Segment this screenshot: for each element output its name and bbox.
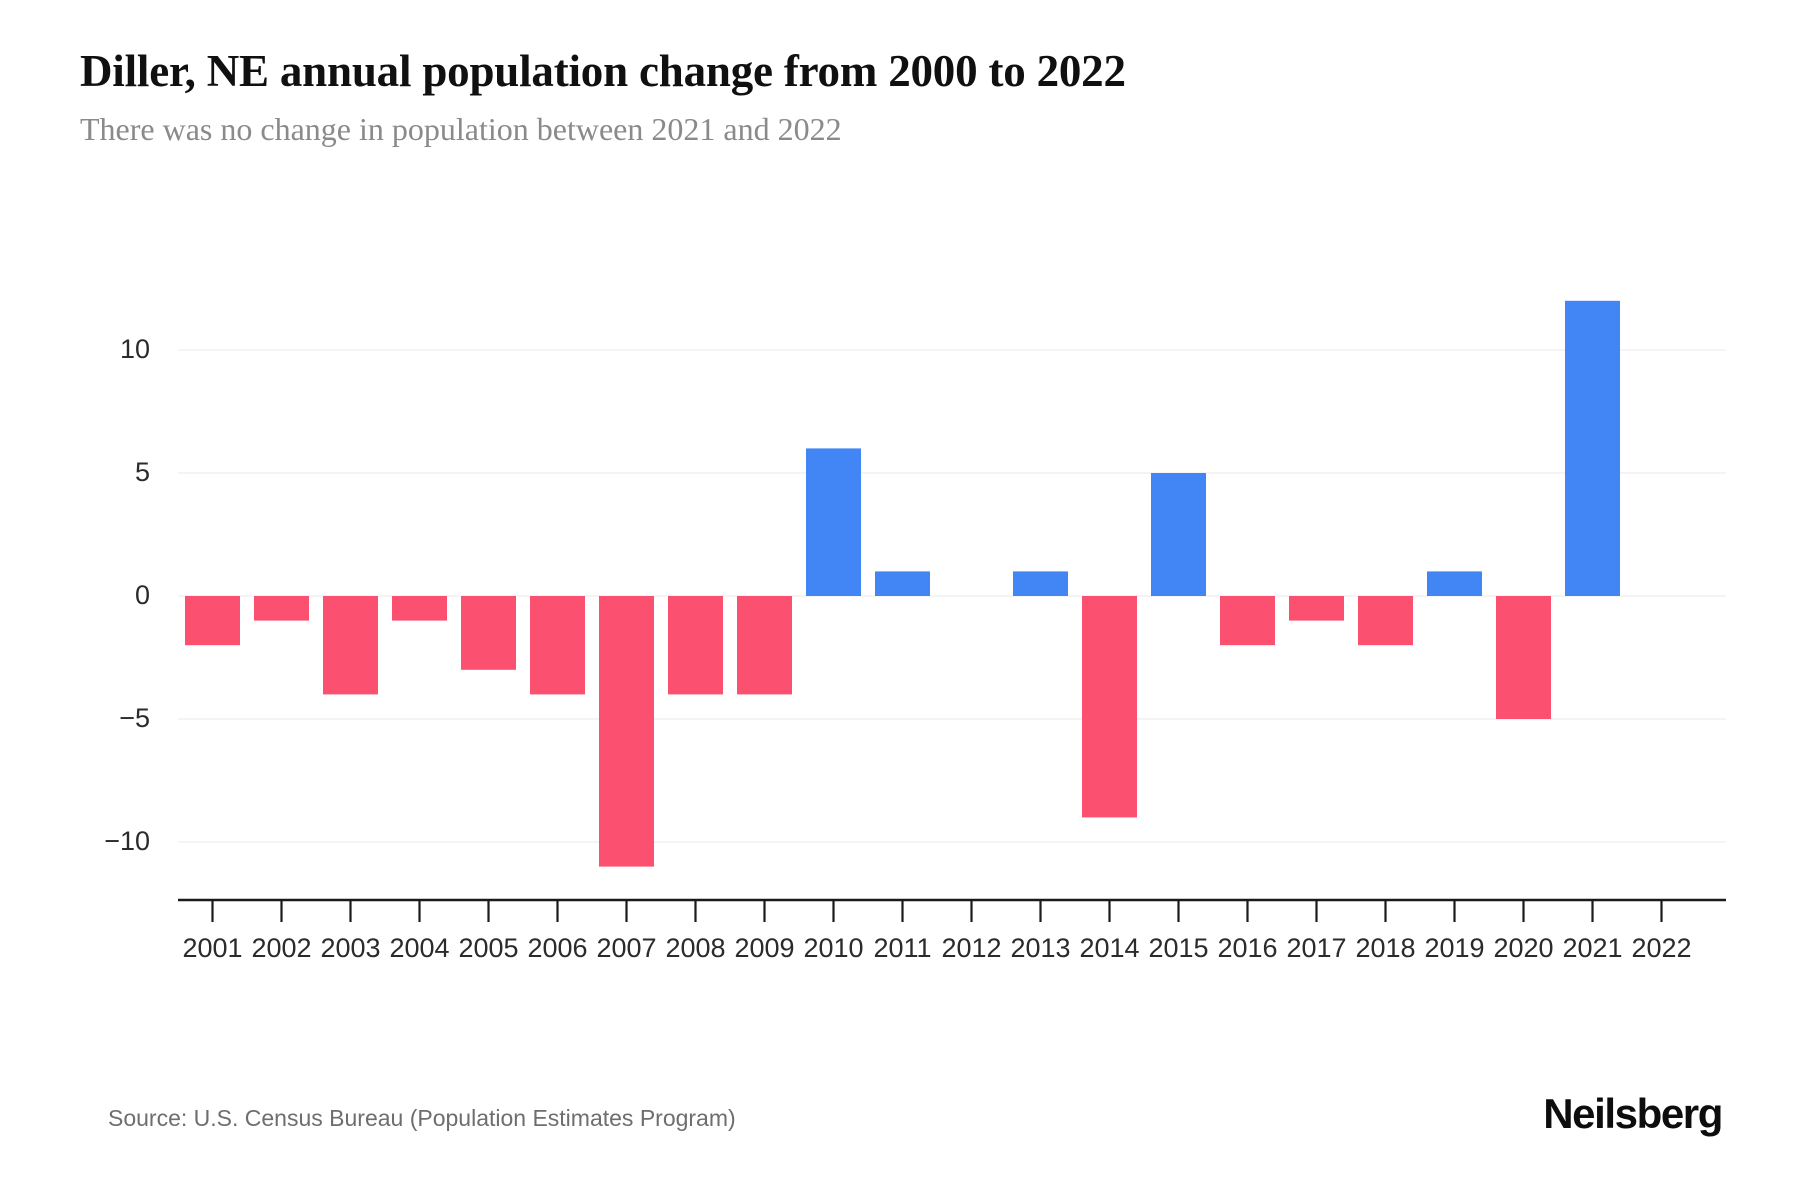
- x-axis-tick-label: 2007: [596, 933, 656, 963]
- x-axis-tick-label: 2015: [1148, 933, 1208, 963]
- x-axis-tick-label: 2013: [1010, 933, 1070, 963]
- x-axis-tick-label: 2012: [941, 933, 1001, 963]
- page-title: Diller, NE annual population change from…: [80, 46, 1126, 96]
- x-axis-tick-label: 2001: [182, 933, 242, 963]
- x-axis-tick-label: 2006: [527, 933, 587, 963]
- bars-group: [185, 300, 1620, 867]
- x-axis-tick-label: 2002: [251, 933, 311, 963]
- bar-2011[interactable]: [875, 571, 930, 596]
- brand-logo: Neilsberg: [1543, 1090, 1723, 1137]
- x-axis-tick-label: 2008: [665, 933, 725, 963]
- bar-2003[interactable]: [323, 596, 378, 695]
- bar-2006[interactable]: [530, 596, 585, 695]
- bar-2015[interactable]: [1151, 473, 1206, 596]
- y-axis-tick-label: 10: [120, 334, 150, 364]
- bar-2014[interactable]: [1082, 596, 1137, 818]
- bar-2007[interactable]: [599, 596, 654, 867]
- bar-2002[interactable]: [254, 596, 309, 621]
- x-axis-tick-label: 2016: [1217, 933, 1277, 963]
- x-axis-tick-label: 2010: [803, 933, 863, 963]
- x-axis-tick-label: 2019: [1424, 933, 1484, 963]
- bar-2018[interactable]: [1358, 596, 1413, 646]
- bar-2013[interactable]: [1013, 571, 1068, 596]
- x-axis-tick-label: 2022: [1631, 933, 1691, 963]
- bar-2001[interactable]: [185, 596, 240, 646]
- x-axis-group: 2001 2002 2003 2004 2005 2006 2007 2008 2009 2010…: [178, 898, 1726, 963]
- x-axis-tick-label: 2004: [389, 933, 449, 963]
- x-axis-tick-label: 2018: [1355, 933, 1415, 963]
- bar-2016[interactable]: [1220, 596, 1275, 646]
- x-axis-tick-label: 2005: [458, 933, 518, 963]
- bar-2017[interactable]: [1289, 596, 1344, 621]
- x-axis-tick-label: 2017: [1286, 933, 1346, 963]
- bar-2019[interactable]: [1427, 571, 1482, 596]
- x-axis-tick-label: 2003: [320, 933, 380, 963]
- bar-2004[interactable]: [392, 596, 447, 621]
- y-axis-tick-label: 0: [135, 580, 150, 610]
- bar-2009[interactable]: [737, 596, 792, 695]
- x-axis-tick-label: 2021: [1562, 933, 1622, 963]
- x-axis-tick-label: 2014: [1079, 933, 1139, 963]
- bar-2021[interactable]: [1565, 300, 1620, 596]
- bar-2010[interactable]: [806, 448, 861, 596]
- source-note: Source: U.S. Census Bureau (Population E…: [108, 1105, 736, 1131]
- y-axis-tick-label: 5: [135, 457, 150, 487]
- bar-2020[interactable]: [1496, 596, 1551, 719]
- y-axis-tick-label: −5: [119, 703, 150, 733]
- x-axis-tick-label: 2020: [1493, 933, 1553, 963]
- x-axis-tick-label: 2009: [734, 933, 794, 963]
- bar-2005[interactable]: [461, 596, 516, 670]
- y-axis-tick-label: −10: [104, 826, 150, 856]
- y-axis-group: 10 5 0 −5 −10: [104, 334, 150, 856]
- chart-header: Diller, NE annual population change from…: [80, 46, 1720, 149]
- bar-2008[interactable]: [668, 596, 723, 695]
- chart-subtitle: There was no change in population betwee…: [80, 111, 842, 148]
- x-axis-tick-label: 2011: [873, 933, 931, 963]
